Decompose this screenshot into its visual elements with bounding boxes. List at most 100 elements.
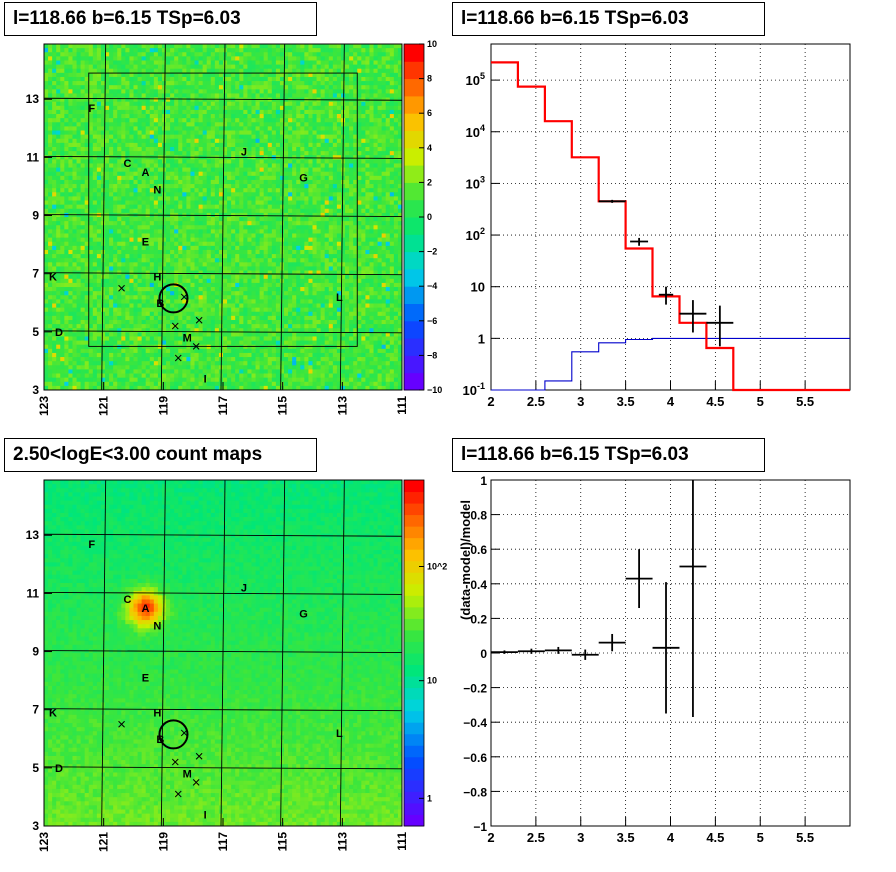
count-x-tick-label: 119 bbox=[156, 832, 170, 852]
residual-source-label-e: E bbox=[142, 237, 149, 249]
residual-y-tick-label: 7 bbox=[32, 267, 39, 281]
count-coord-grid bbox=[43, 479, 403, 827]
title-residual-map: l=118.66 b=6.15 TSp=6.03 bbox=[4, 2, 317, 36]
residual-colorbar-label: −6 bbox=[427, 316, 437, 326]
count-source-label-h: H bbox=[153, 708, 161, 720]
residuals-x-tick-label: 3 bbox=[577, 830, 584, 845]
count-cross-marker bbox=[171, 758, 179, 766]
spectrum-y-tick-label: 105 bbox=[466, 71, 485, 88]
residual-colorbar-band bbox=[404, 199, 424, 218]
count-cross-marker bbox=[192, 779, 200, 786]
spectrum-y-tick-label: 1 bbox=[478, 331, 485, 346]
residual-colorbar-band bbox=[404, 268, 424, 287]
residual-heatmap bbox=[44, 44, 403, 391]
spectrum-y-tick-label: 10-1 bbox=[463, 381, 485, 398]
count-colorbar-band bbox=[404, 537, 424, 550]
residual-colorbar-band bbox=[404, 113, 424, 131]
residuals-x-tick-label: 5.5 bbox=[796, 830, 814, 845]
spectrum-x-tick-label: 3.5 bbox=[617, 394, 635, 409]
residual-x-tick-label: 123 bbox=[37, 396, 51, 416]
count-source-label-j: J bbox=[241, 583, 247, 595]
residual-cross-marker bbox=[118, 284, 125, 292]
count-colorbar-label: 10 bbox=[427, 676, 437, 686]
residuals-y-tick-label: −0.2 bbox=[463, 682, 487, 696]
count-x-tick-label: 121 bbox=[97, 832, 111, 852]
spectrum-x-tick-label: 4.5 bbox=[706, 394, 724, 409]
spectrum-x-tick-label: 5 bbox=[757, 394, 764, 409]
residual-colorbar-label: 6 bbox=[427, 108, 432, 118]
residual-colorbar-band bbox=[404, 251, 424, 270]
count-y-tick-label: 7 bbox=[32, 703, 39, 717]
count-source-label-c: C bbox=[124, 594, 132, 606]
residual-colorbar-band bbox=[404, 320, 424, 339]
residual-source-label-f: F bbox=[88, 103, 95, 115]
spectrum-y-tick-label: 10 bbox=[471, 280, 485, 295]
count-colorbar-band bbox=[404, 572, 424, 585]
spectrum-x-tick-label: 5.5 bbox=[796, 394, 814, 409]
count-colorbar-band bbox=[404, 583, 424, 596]
count-source-label-a: A bbox=[141, 603, 149, 615]
background-model-line bbox=[491, 337, 850, 391]
residual-colorbar-label: −2 bbox=[427, 247, 437, 257]
residual-y-tick-label: 11 bbox=[26, 150, 39, 164]
residuals-y-tick-label: −0.4 bbox=[463, 716, 487, 730]
residuals-x-tick-label: 3.5 bbox=[617, 830, 635, 845]
count-heatmap bbox=[44, 480, 403, 827]
residual-colorbar-band bbox=[404, 147, 424, 166]
count-cross-marker bbox=[174, 790, 182, 798]
count-colorbar-band bbox=[404, 710, 424, 723]
residual-cross-marker bbox=[174, 354, 182, 362]
residual-cross-marker bbox=[171, 322, 179, 330]
count-colorbar-band bbox=[404, 514, 424, 527]
count-colorbar-band bbox=[404, 503, 424, 516]
residual-x-tick-label: 115 bbox=[276, 396, 290, 416]
residual-colorbar-band bbox=[404, 355, 424, 374]
count-source-label-i: I bbox=[204, 809, 207, 821]
count-source-label-n: N bbox=[153, 620, 161, 632]
residual-colorbar-band bbox=[404, 78, 424, 97]
residual-cross-marker bbox=[192, 343, 200, 350]
residuals-y-tick-label: 0.6 bbox=[470, 543, 487, 557]
count-target-circle bbox=[158, 719, 189, 750]
roi-box bbox=[88, 72, 358, 347]
count-source-label-l: L bbox=[336, 728, 343, 740]
count-colorbar-band bbox=[404, 595, 424, 608]
spectrum-y-tick-label: 102 bbox=[466, 226, 485, 243]
residual-colorbar-label: 8 bbox=[427, 74, 432, 84]
residual-colorbar-band bbox=[404, 95, 424, 114]
residual-source-label-l: L bbox=[336, 292, 343, 304]
spectrum-y-tick-label: 103 bbox=[466, 174, 485, 191]
count-colorbar-band bbox=[404, 814, 424, 827]
count-colorbar-band bbox=[404, 722, 424, 735]
spectrum-x-tick-label: 2.5 bbox=[527, 394, 545, 409]
residual-colorbar-band bbox=[404, 372, 424, 391]
count-source-label-d: D bbox=[55, 763, 63, 775]
count-cross-marker bbox=[195, 752, 203, 760]
total-model-line bbox=[491, 61, 850, 392]
residual-x-tick-label: 119 bbox=[156, 396, 170, 416]
count-colorbar-band bbox=[404, 618, 424, 631]
residuals-x-tick-label: 2 bbox=[487, 830, 494, 845]
residual-x-tick-label: 113 bbox=[335, 396, 349, 416]
count-colorbar-band bbox=[404, 768, 424, 781]
residual-colorbar-label: 4 bbox=[427, 143, 432, 153]
residuals-y-tick-label: −1 bbox=[473, 820, 487, 834]
residual-colorbar-band bbox=[404, 338, 424, 356]
count-colorbar-band bbox=[404, 791, 424, 804]
residuals-y-tick-label: 0 bbox=[480, 647, 487, 661]
count-y-tick-label: 13 bbox=[26, 528, 40, 542]
residuals-y-axis-label: (data-model)/model bbox=[458, 500, 473, 620]
residual-coord-grid bbox=[43, 43, 403, 391]
residuals-y-tick-label: −0.6 bbox=[463, 751, 487, 765]
residual-colorbar-band bbox=[404, 165, 424, 183]
title-count-map: 2.50<logE<3.00 count maps bbox=[4, 438, 317, 472]
residuals-y-tick-label: 0.2 bbox=[470, 612, 487, 626]
residual-source-label-m: M bbox=[183, 333, 192, 345]
residual-source-label-n: N bbox=[153, 184, 161, 196]
residual-colorbar-band bbox=[404, 286, 424, 304]
spectrum-y-tick-label: 104 bbox=[466, 123, 485, 140]
count-x-tick-label: 117 bbox=[216, 832, 230, 852]
count-colorbar-band bbox=[404, 802, 424, 815]
count-colorbar-band bbox=[404, 687, 424, 700]
